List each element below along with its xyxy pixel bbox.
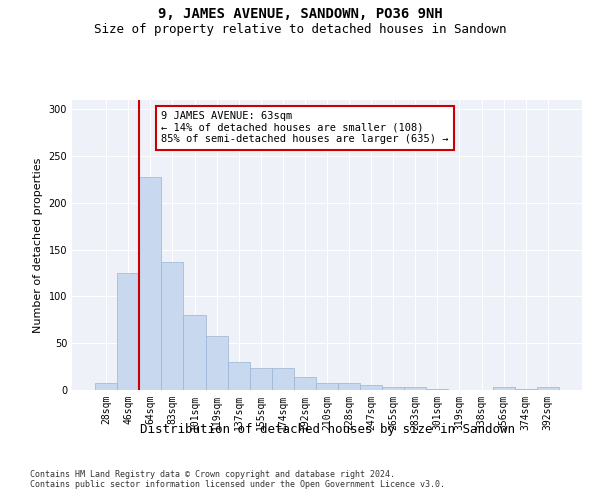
Bar [515,389,537,390]
Bar [316,382,338,390]
Bar [184,315,206,390]
Bar [537,387,559,390]
Bar [338,382,360,390]
Bar [493,387,515,390]
Bar [161,262,184,390]
Text: Contains HM Land Registry data © Crown copyright and database right 2024.: Contains HM Land Registry data © Crown c… [30,470,395,479]
Text: Distribution of detached houses by size in Sandown: Distribution of detached houses by size … [139,422,515,436]
Bar [117,273,139,390]
Text: 9, JAMES AVENUE, SANDOWN, PO36 9NH: 9, JAMES AVENUE, SANDOWN, PO36 9NH [158,8,442,22]
Bar [95,384,117,390]
Bar [250,368,272,390]
Text: Size of property relative to detached houses in Sandown: Size of property relative to detached ho… [94,22,506,36]
Bar [382,387,404,390]
Bar [139,176,161,390]
Bar [427,389,448,390]
Bar [360,386,382,390]
Y-axis label: Number of detached properties: Number of detached properties [33,158,43,332]
Bar [404,387,427,390]
Bar [272,368,294,390]
Text: Contains public sector information licensed under the Open Government Licence v3: Contains public sector information licen… [30,480,445,489]
Bar [206,336,227,390]
Bar [294,377,316,390]
Bar [227,362,250,390]
Text: 9 JAMES AVENUE: 63sqm
← 14% of detached houses are smaller (108)
85% of semi-det: 9 JAMES AVENUE: 63sqm ← 14% of detached … [161,111,449,144]
